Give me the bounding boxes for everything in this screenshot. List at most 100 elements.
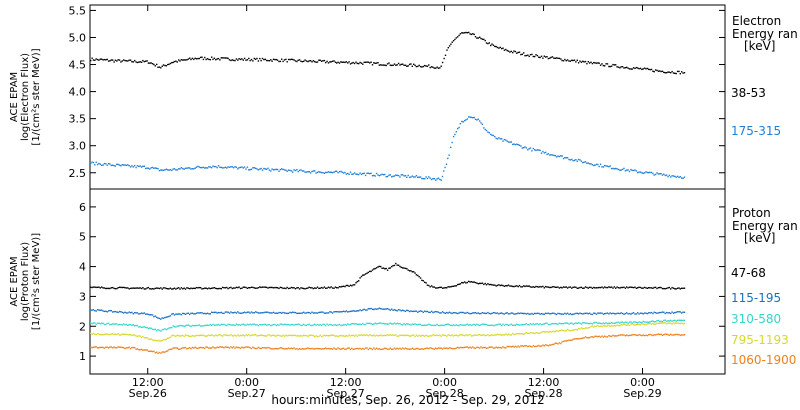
data-point [458, 334, 460, 337]
data-point [120, 334, 122, 336]
data-point [674, 288, 676, 290]
data-point [683, 319, 686, 322]
data-point [366, 334, 368, 336]
data-point [536, 345, 539, 347]
data-point [675, 322, 677, 324]
data-point [550, 56, 552, 59]
data-point [171, 326, 173, 329]
data-point [325, 324, 327, 327]
data-point [575, 338, 577, 340]
data-point [304, 348, 306, 350]
data-point [112, 164, 114, 166]
data-point [516, 143, 518, 145]
data-point [261, 312, 264, 314]
data-point [131, 165, 133, 167]
data-point [512, 345, 514, 348]
data-point [198, 347, 200, 349]
data-point [458, 126, 460, 129]
data-point [572, 59, 574, 62]
data-point [237, 59, 239, 61]
data-point [105, 310, 107, 312]
data-point [275, 347, 277, 350]
data-point [102, 59, 104, 61]
data-point [309, 60, 312, 62]
data-point [411, 334, 413, 336]
data-point [314, 348, 316, 350]
data-point [659, 70, 661, 72]
data-point [619, 169, 621, 171]
data-point [270, 348, 272, 350]
data-point [234, 311, 236, 314]
data-point [206, 167, 209, 169]
data-point [450, 43, 452, 45]
data-point [183, 325, 185, 328]
data-point [397, 323, 400, 325]
data-point [121, 333, 123, 335]
data-point [333, 347, 335, 349]
data-point [490, 334, 492, 336]
data-point [160, 67, 162, 69]
data-point [105, 333, 107, 335]
data-point [183, 312, 185, 315]
data-point [432, 177, 434, 180]
data-point [568, 339, 570, 341]
data-point [340, 334, 342, 337]
data-point [154, 339, 156, 341]
data-point [586, 162, 588, 164]
data-point [631, 169, 633, 172]
data-point [386, 175, 389, 178]
data-point [407, 323, 409, 325]
data-point [323, 323, 326, 326]
data-point [248, 346, 250, 348]
data-point [311, 287, 313, 289]
data-point [307, 311, 309, 314]
data-point [529, 313, 532, 315]
data-point [184, 334, 187, 336]
data-point [307, 335, 309, 338]
data-point [455, 131, 457, 133]
data-point [474, 281, 477, 284]
data-point [676, 175, 679, 178]
data-point [485, 42, 488, 44]
data-point [521, 286, 523, 288]
data-point [289, 334, 291, 337]
data-point [278, 334, 280, 337]
data-point [249, 169, 251, 171]
data-point [156, 287, 158, 289]
data-point [151, 339, 154, 341]
data-point [120, 323, 122, 326]
data-point [362, 334, 364, 337]
data-point [496, 333, 499, 335]
data-point [426, 324, 429, 326]
data-point [609, 65, 611, 68]
data-point [315, 172, 317, 174]
data-point [120, 311, 122, 313]
data-point [410, 270, 412, 272]
data-point [610, 65, 613, 67]
data-point [239, 347, 242, 349]
data-point [406, 348, 408, 350]
data-point [183, 168, 185, 170]
data-point [221, 312, 224, 314]
data-point [169, 62, 172, 65]
data-point [381, 64, 383, 66]
data-point [326, 171, 328, 174]
data-point [211, 347, 213, 349]
data-point [158, 351, 161, 354]
data-point [309, 348, 312, 350]
data-point [264, 323, 266, 326]
data-point [145, 167, 147, 170]
data-point [230, 166, 232, 168]
data-point [404, 324, 407, 326]
data-point [597, 163, 599, 166]
data-point [392, 334, 394, 336]
data-point [391, 265, 393, 268]
data-point [391, 334, 393, 336]
data-point [90, 59, 92, 62]
data-point [642, 320, 644, 323]
data-point [527, 54, 529, 56]
data-point [281, 323, 283, 325]
data-point [605, 322, 607, 324]
data-point [483, 312, 485, 314]
